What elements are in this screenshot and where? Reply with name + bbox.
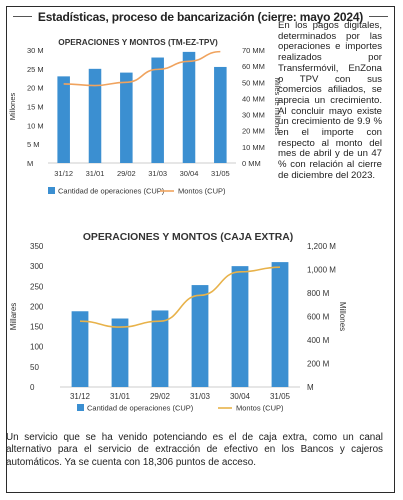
y2-tick-label: 40 MM: [242, 94, 265, 103]
x-tick-label: 29/02: [150, 392, 171, 401]
bar: [71, 311, 89, 387]
legend-line-label: Montos (CUP): [236, 404, 284, 413]
y2-tick-label: 200 M: [307, 360, 330, 369]
bar: [88, 68, 102, 163]
y2-tick-label: M: [307, 383, 314, 392]
legend-bar-swatch: [48, 187, 55, 194]
x-tick-label: 31/03: [190, 392, 211, 401]
y2-tick-label: 800 M: [307, 289, 330, 298]
y2-tick-label: 600 M: [307, 313, 330, 322]
bar: [151, 57, 164, 163]
y-tick-label: M: [27, 159, 33, 168]
legend-bar-label: Cantidad de operaciones (CUP): [87, 404, 194, 413]
header: Estadísticas, proceso de bancarización (…: [7, 7, 394, 26]
y-tick-label: 300: [30, 262, 44, 271]
bar: [231, 266, 249, 387]
bar: [151, 310, 169, 387]
y2-tick-label: 1,000 M: [307, 266, 336, 275]
y2-tick-label: 1,200 M: [307, 242, 336, 251]
y2-tick-label: 50 MM: [242, 78, 265, 87]
y-tick-label: 15 M: [27, 103, 44, 112]
legend-line-label: Montos (CUP): [178, 187, 226, 196]
legend-bar-swatch: [77, 404, 84, 411]
bar: [191, 285, 209, 387]
bar: [214, 66, 227, 163]
chart-title: OPERACIONES Y MONTOS (CAJA EXTRA): [83, 232, 293, 243]
y-tick-label: 20 M: [27, 84, 44, 93]
chart-title: OPERACIONES Y MONTOS (TM-EZ-TPV): [58, 37, 218, 47]
x-tick-label: 31/01: [86, 169, 105, 178]
bar: [57, 76, 70, 163]
y2-tick-label: 0 MM: [242, 159, 261, 168]
y-tick-label: 0: [30, 383, 35, 392]
x-tick-label: 30/04: [180, 169, 199, 178]
y-tick-label: 10 M: [27, 121, 44, 130]
bar: [120, 72, 133, 163]
y2-tick-label: 20 MM: [242, 127, 265, 136]
y-tick-label: 50: [30, 363, 39, 372]
y2-tick-label: 30 MM: [242, 111, 265, 120]
infographic-frame: Estadísticas, proceso de bancarización (…: [6, 6, 395, 493]
bar: [271, 262, 289, 387]
y2-tick-label: 70 MM: [242, 46, 265, 55]
y2-axis-label: Miles de millones: [273, 78, 282, 136]
legend-bar-label: Cantidad de operaciones (CUP): [58, 187, 165, 196]
x-tick-label: 31/03: [148, 169, 167, 178]
y2-tick-label: 60 MM: [242, 62, 265, 71]
y2-tick-label: 400 M: [307, 336, 330, 345]
y-tick-label: 200: [30, 302, 44, 311]
bar: [182, 51, 196, 164]
y-tick-label: 25 M: [27, 65, 44, 74]
x-tick-label: 30/04: [230, 392, 251, 401]
y-axis-label: Millones: [8, 92, 17, 120]
y-tick-label: 30 M: [27, 46, 44, 55]
y-tick-label: 350: [30, 242, 44, 251]
series-line: [79, 266, 281, 328]
y-tick-label: 250: [30, 282, 44, 291]
y2-tick-label: 10 MM: [242, 143, 265, 152]
x-tick-label: 31/01: [110, 392, 131, 401]
bar: [111, 318, 129, 387]
y-axis-label: Millares: [9, 303, 18, 331]
x-tick-label: 31/12: [54, 169, 73, 178]
series-line: [63, 50, 221, 87]
side-paragraph: En los pagos digitales, determinados por…: [278, 20, 382, 181]
x-tick-label: 31/05: [270, 392, 291, 401]
x-tick-label: 29/02: [117, 169, 136, 178]
y-tick-label: 150: [30, 323, 44, 332]
x-tick-label: 31/12: [70, 392, 91, 401]
bottom-paragraph: Un servicio que se ha venido potenciando…: [6, 432, 383, 468]
y-tick-label: 5 M: [27, 140, 40, 149]
y-tick-label: 100: [30, 343, 44, 352]
page-title: Estadísticas, proceso de bancarización (…: [31, 9, 370, 24]
y2-axis-label: Millones: [338, 302, 347, 331]
x-tick-label: 31/05: [211, 169, 230, 178]
